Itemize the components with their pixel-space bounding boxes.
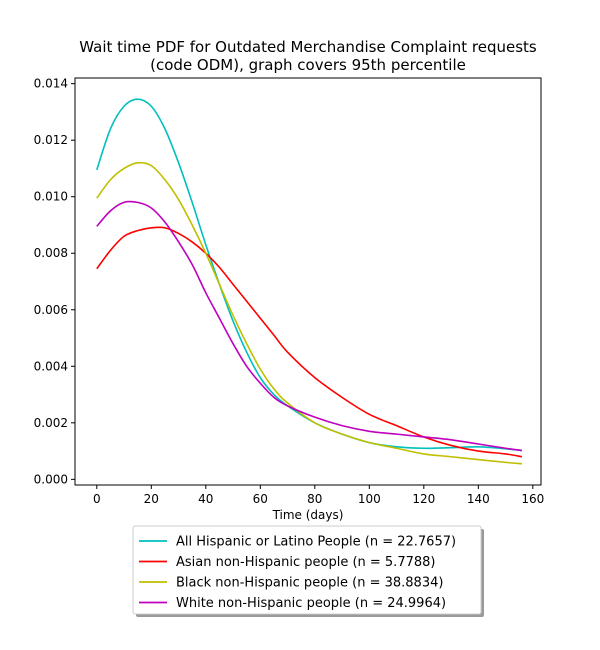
series-layer	[96, 98, 523, 465]
y-tick-label: 0.006	[34, 303, 68, 317]
x-tick-label: 120	[412, 492, 435, 506]
series-line-3	[96, 200, 523, 452]
y-tick-label: 0.002	[34, 416, 68, 430]
series-line-2	[96, 161, 522, 465]
x-tick-label: 40	[198, 492, 213, 506]
legend: All Hispanic or Latino People (n = 22.76…	[132, 525, 484, 617]
x-axis-label: Time (days)	[272, 508, 344, 522]
x-tick-label: 60	[253, 492, 268, 506]
chart-title-line-1: Wait time PDF for Outdated Merchandise C…	[79, 38, 537, 56]
series-line-1	[96, 226, 523, 458]
x-tick-label: 80	[307, 492, 322, 506]
series-line-0	[96, 98, 523, 452]
legend-label-1: Asian non-Hispanic people (n = 5.7788)	[176, 555, 435, 570]
legend-label-2: Black non-Hispanic people (n = 38.8834)	[176, 576, 443, 591]
y-tick-label: 0.004	[34, 359, 68, 373]
y-tick-label: 0.012	[34, 133, 68, 147]
x-tick-label: 20	[144, 492, 159, 506]
x-axis: 0 20 40 60 80 100 120 140 160	[93, 485, 544, 506]
y-tick-label: 0.000	[34, 472, 68, 486]
legend-label-3: White non-Hispanic people (n = 24.9964)	[176, 596, 446, 611]
plot-frame	[74, 77, 542, 486]
x-tick-label: 140	[467, 492, 490, 506]
legend-box	[132, 525, 482, 615]
x-tick-label: 100	[358, 492, 381, 506]
y-axis: 0.000 0.002 0.004 0.006 0.008 0.010 0.012 0.014	[34, 77, 75, 486]
y-tick-label: 0.010	[34, 190, 68, 204]
y-tick-label: 0.014	[34, 77, 68, 91]
x-tick-label: 0	[93, 492, 101, 506]
chart-title-line-2: (code ODM), graph covers 95th percentile	[150, 56, 466, 74]
x-tick-label: 160	[521, 492, 544, 506]
y-tick-label: 0.008	[34, 246, 68, 260]
legend-label-0: All Hispanic or Latino People (n = 22.76…	[176, 535, 456, 550]
